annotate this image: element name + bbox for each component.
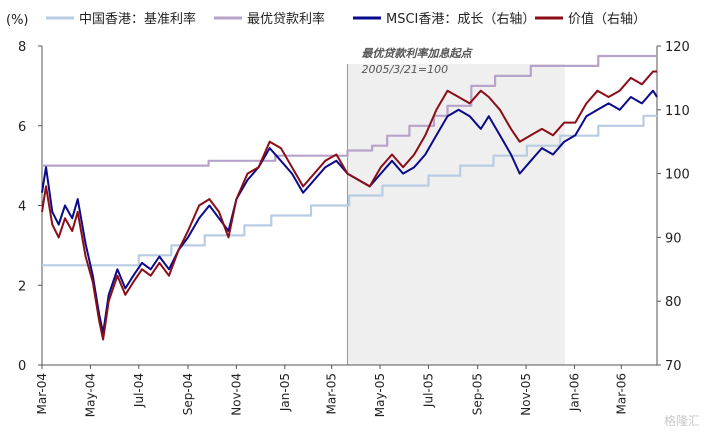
x-tick-label: Jul-05 [421, 373, 435, 408]
shaded-region [347, 64, 565, 365]
watermark: 格隆汇 [663, 414, 700, 428]
x-tick-label: Mar-05 [325, 373, 339, 414]
legend-label-3: MSCI香港：成长（右轴） [386, 12, 535, 27]
legend-label-4: 价值（右轴） [568, 11, 646, 27]
x-tick-label: Sep-05 [471, 373, 485, 415]
shaded-region-layer: 最优贷款利率加息起点 2005/3/21=100 [347, 47, 565, 365]
left-tick-label: 0 [18, 359, 26, 374]
x-tick-label: Nov-05 [519, 373, 533, 416]
shaded-region-label: 最优贷款利率加息起点 [362, 47, 474, 60]
left-tick-label: 8 [18, 40, 26, 55]
series-line-1 [42, 114, 657, 267]
x-tick-label: May-04 [83, 373, 97, 417]
legend: 中国香港：基准利率 最优贷款利率 MSCI香港：成长（右轴） 价值（右轴） [46, 11, 646, 27]
legend-label-2: 最优贷款利率 [247, 11, 325, 27]
shaded-region-sublabel: 2005/3/21=100 [362, 63, 449, 76]
x-tick-label: Mar-04 [35, 373, 49, 414]
x-tick-label: Jan-05 [278, 373, 292, 412]
x-tick-label: Jan-06 [567, 373, 581, 412]
right-tick-label: 110 [665, 104, 690, 119]
x-tick-label: Jul-04 [132, 373, 146, 408]
x-tick-label: Mar-06 [614, 373, 628, 414]
x-tick-label: Sep-04 [181, 373, 195, 415]
left-tick-label: 4 [18, 200, 26, 215]
right-tick-label: 80 [665, 295, 682, 310]
series-layer [41, 54, 658, 341]
axes-layer: 0 2 4 6 8 (%) 70 80 90 100 110 120 Mar-04 May-04 Jul-0… [6, 13, 690, 417]
right-tick-label: 70 [665, 359, 682, 374]
right-tick-label: 100 [665, 168, 690, 183]
series-line-2 [42, 54, 657, 167]
right-tick-label: 120 [665, 40, 690, 55]
x-tick-label: Nov-04 [229, 373, 243, 416]
left-tick-label: 2 [18, 279, 26, 294]
legend-label-1: 中国香港：基准利率 [79, 11, 196, 27]
left-axis-unit: (%) [6, 13, 29, 28]
right-tick-label: 90 [665, 231, 682, 246]
series-line-4 [41, 70, 657, 341]
left-tick-label: 6 [18, 120, 26, 135]
x-tick-label: May-05 [373, 373, 387, 417]
